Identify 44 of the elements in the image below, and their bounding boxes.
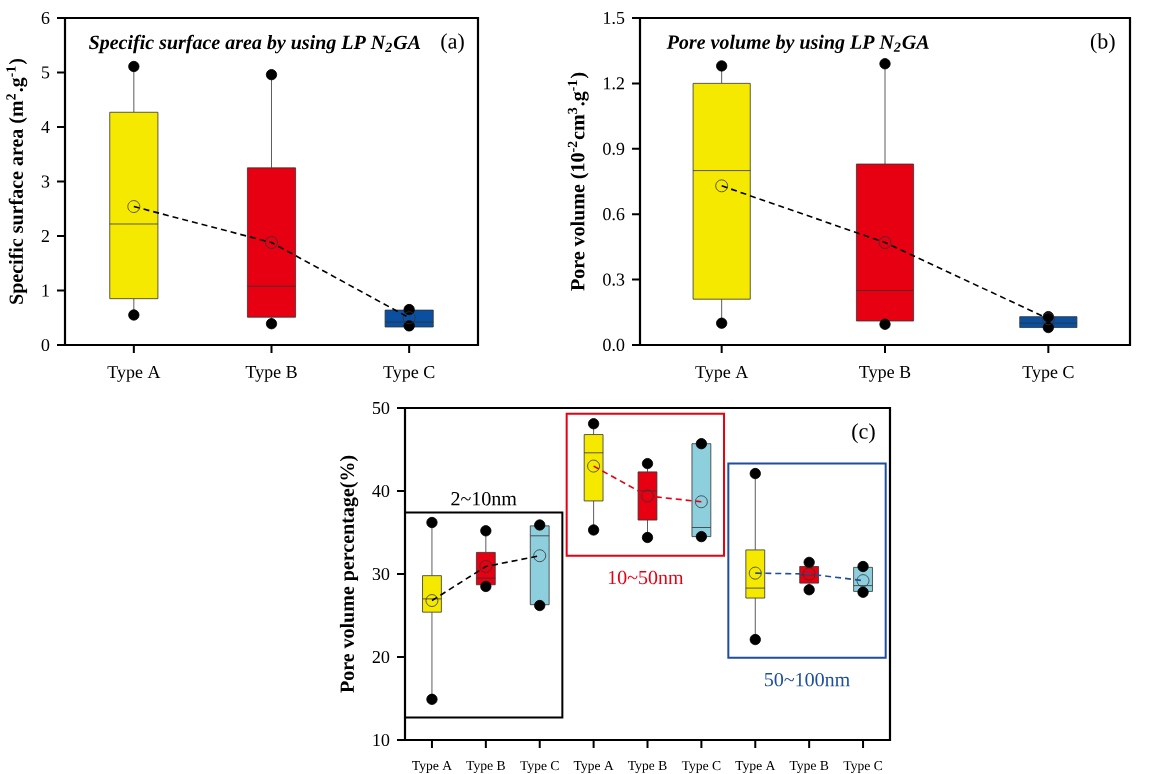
y-tick-label: 50 (372, 401, 390, 415)
x-tick-label: Type C (520, 761, 559, 773)
y-axis-title: Pore volume percentage(%) (339, 455, 359, 693)
y-tick-label: 0.9 (603, 142, 625, 155)
y-tick-label: 20 (372, 650, 390, 664)
x-tick-label: Type B (859, 366, 911, 382)
x-tick-label: Type A (735, 761, 776, 773)
y-tick-label: 40 (372, 484, 390, 498)
annotation: 10~50nm (608, 570, 684, 585)
y-tick-label: 0.3 (603, 273, 625, 286)
x-tick-label: Type C (1022, 366, 1074, 382)
y-tick-label: 2 (41, 230, 49, 242)
annotation: (b) (1090, 33, 1115, 54)
y-tick-label: 1.5 (604, 11, 625, 25)
x-tick-label: Type A (412, 761, 452, 773)
y-tick-label: 1.2 (604, 77, 624, 90)
annotation: (c) (852, 423, 875, 444)
y-axis-title: Pore volume (10$^{-2}$cm$^{3}$.g$^{-1}$) (567, 72, 589, 291)
y-tick-label: 0.0 (603, 338, 625, 352)
x-tick-label: Type B (628, 761, 667, 773)
y-tick-label: 4 (41, 121, 50, 133)
x-tick-label: Type C (681, 761, 721, 773)
x-tick-label: Type A (573, 761, 614, 773)
annotation: 2~10nm (451, 492, 517, 506)
x-tick-label: Type B (789, 761, 829, 773)
x-tick-label: Type B (245, 366, 297, 382)
annotation: 50~100nm (764, 672, 850, 687)
text: Pore volume by using LP N$_{2}$GA (666, 34, 929, 54)
y-tick-label: 3 (41, 175, 50, 188)
x-tick-label: Type C (843, 761, 883, 773)
y-tick-label: 0 (41, 338, 50, 352)
y-tick-label: 6 (41, 11, 50, 25)
y-tick-label: 1 (42, 284, 49, 297)
x-tick-label: Type C (383, 366, 435, 382)
annotation: (a) (441, 33, 464, 54)
y-axis-title: Specific surface area (m$^{2}$.g$^{-1}$) (6, 58, 28, 304)
y-tick-label: 10 (373, 733, 390, 747)
text: Specific surface area by using LP N$_{2}$GA (88, 34, 421, 54)
y-tick-label: 5 (41, 66, 50, 79)
x-tick-label: Type A (107, 366, 161, 382)
y-tick-label: 30 (372, 567, 390, 581)
x-tick-label: Type B (466, 761, 505, 773)
x-tick-label: Type A (695, 366, 749, 382)
y-tick-label: 0.6 (603, 208, 625, 221)
